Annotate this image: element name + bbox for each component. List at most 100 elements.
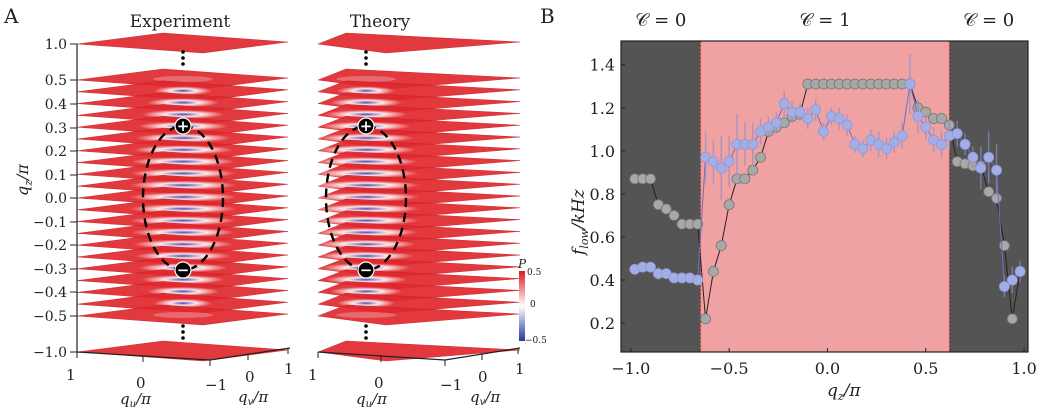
theory-low-region (315, 145, 417, 155)
theory-low-region (312, 204, 420, 214)
experiment-point (708, 156, 719, 168)
panel-b-chart: 𝒞 = 0 𝒞 = 1 𝒞 = 0 −1.0 −0.5 0.0 0.5 1.0 0.2 0.4… (569, 10, 1037, 403)
experiment-low-region (129, 168, 237, 178)
v-tick-neg1: −1 (205, 376, 227, 394)
experiment-ellipsis-dot (181, 50, 185, 54)
region-label: 𝒞 = 1 (799, 10, 850, 31)
theory-low-region (312, 168, 420, 178)
theory-plane (317, 340, 521, 362)
colorbar-mid: 0 (530, 300, 536, 310)
theory-point (755, 151, 766, 163)
experiment-point (833, 113, 845, 124)
experiment-point (857, 143, 869, 155)
panel-b-letter: B (540, 4, 555, 28)
z-tick-label: −0.4 (33, 285, 67, 301)
experiment-low-region (131, 227, 235, 237)
v-axis-label: qv/π (238, 388, 269, 408)
y-tick-label: 0.4 (590, 271, 615, 290)
theory-plane (317, 32, 521, 54)
experiment-point (770, 117, 782, 129)
z-tick-label: 0.2 (45, 144, 67, 160)
theory-u-tick-0: 0 (374, 374, 384, 392)
theory-dashed-ellipse (324, 124, 408, 272)
experiment-point (999, 281, 1010, 292)
experiment-low-region (132, 239, 234, 249)
experiment-point (888, 136, 900, 148)
theory-point (700, 313, 711, 325)
experiment-point (747, 138, 759, 150)
z-tick-label: 0.1 (45, 168, 67, 184)
experiment-point (936, 138, 947, 150)
z-tick-label: −0.2 (33, 238, 67, 254)
x-ticks: −1.0 −0.5 0.0 0.5 1.0 (611, 348, 1037, 378)
experiment-point (1014, 266, 1026, 277)
experiment-point (896, 130, 908, 142)
theory-point (936, 113, 947, 124)
theory-u-tick-1: 1 (308, 366, 318, 384)
region-band (621, 41, 701, 352)
z-tick-label: 0.0 (45, 191, 67, 207)
series-group (629, 53, 1026, 325)
theory-point (645, 173, 656, 185)
experiment-point (975, 162, 987, 174)
y-tick-label: 1.2 (590, 99, 615, 118)
experiment-plus-marker-label: + (177, 117, 190, 135)
experiment-point (715, 162, 727, 174)
theory-plus-marker-label: + (360, 117, 373, 135)
experiment-point (645, 261, 656, 273)
theory-point (660, 203, 672, 215)
experiment-base-axes: 1 0 −1 0 1 qu/π qv/π (66, 347, 294, 408)
theory-v-tick-1: 1 (515, 360, 525, 378)
theory-point (708, 266, 719, 277)
x-tick-label: 1.0 (1011, 359, 1036, 378)
z-tick-label: 0.5 (45, 73, 67, 89)
region-band (700, 41, 950, 352)
experiment-plane (76, 32, 289, 54)
y-ticks: 0.2 0.4 0.6 0.8 1.0 1.2 1.4 (590, 56, 625, 333)
x-tick-label: −0.5 (710, 359, 749, 378)
experiment-point (951, 128, 963, 140)
experiment-minus-marker-label: − (177, 261, 190, 279)
z-tick-label: −0.3 (33, 262, 67, 278)
theory-ellipsis-dot (364, 56, 368, 60)
theory-v-tick-0: 0 (478, 368, 488, 386)
theory-highlight (336, 76, 396, 82)
experiment-low-region (132, 145, 234, 155)
experiment-point (778, 98, 790, 109)
colorbar-min: −0.5 (525, 336, 547, 346)
experiment-point (1006, 274, 1018, 286)
plot-frame (620, 40, 1029, 353)
theory-ellipsis-dot (364, 336, 368, 340)
theory-ellipsis-dot (364, 50, 368, 54)
theory-minus-marker (357, 261, 375, 279)
theory-highlight (336, 312, 396, 318)
experiment-point (818, 126, 829, 137)
theory-plus-marker (357, 117, 375, 135)
experiment-plus-marker (174, 117, 192, 135)
theory-base-axes: 1 0 −1 0 1 qu/π qv/π (308, 347, 525, 408)
experiment-ellipsis-dot (181, 336, 185, 340)
experiment-highlight (153, 312, 213, 318)
colorbar: P 0.5 0 −0.5 (517, 257, 547, 346)
experiment-point (920, 121, 932, 133)
z-tick-label: −1.0 (33, 345, 67, 361)
theory-ellipsis-dot (364, 62, 368, 66)
z-tick-label: −0.1 (33, 215, 67, 231)
experiment-point (802, 113, 814, 124)
v-tick-0: 0 (245, 368, 255, 386)
experiment-point (991, 164, 1002, 176)
theory-point (668, 210, 680, 221)
experiment-low-region (129, 216, 237, 226)
experiment-point (912, 110, 924, 122)
theory-ellipsis-dot (364, 324, 368, 328)
y-tick-label: 1.4 (590, 56, 615, 75)
panel-a-stacks: +− +− 1.00.50.40.30.20.10.0−0.1−0.2−0.3−… (13, 32, 547, 408)
experiment-minus-marker (174, 261, 192, 279)
experiment-point (794, 106, 806, 118)
v-tick-1: 1 (284, 360, 294, 378)
u-axis-label: qu/π (120, 390, 152, 408)
experiment-stack: +− (76, 32, 289, 362)
theory-low-region (315, 239, 417, 249)
experiment-plane (76, 304, 289, 326)
x-tick-label: 0.5 (913, 359, 938, 378)
